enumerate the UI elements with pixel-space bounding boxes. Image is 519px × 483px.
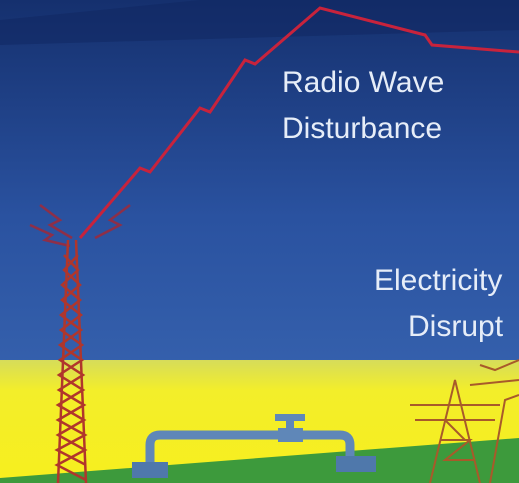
ground: [0, 438, 519, 483]
radio-tower: [54, 239, 88, 483]
radio-wave: [78, 6, 519, 239]
electricity-label-line-1: Electricity: [374, 264, 502, 297]
pipeline: [132, 414, 376, 478]
radio-label-line-2: Disturbance: [282, 112, 442, 145]
power-pylons: [410, 359, 519, 483]
radio-label-line-1: Radio Wave: [282, 66, 444, 99]
electricity-label-line-2: Disrupt: [408, 310, 504, 343]
sky-top: [0, 0, 519, 45]
signal-marks: [29, 204, 131, 248]
